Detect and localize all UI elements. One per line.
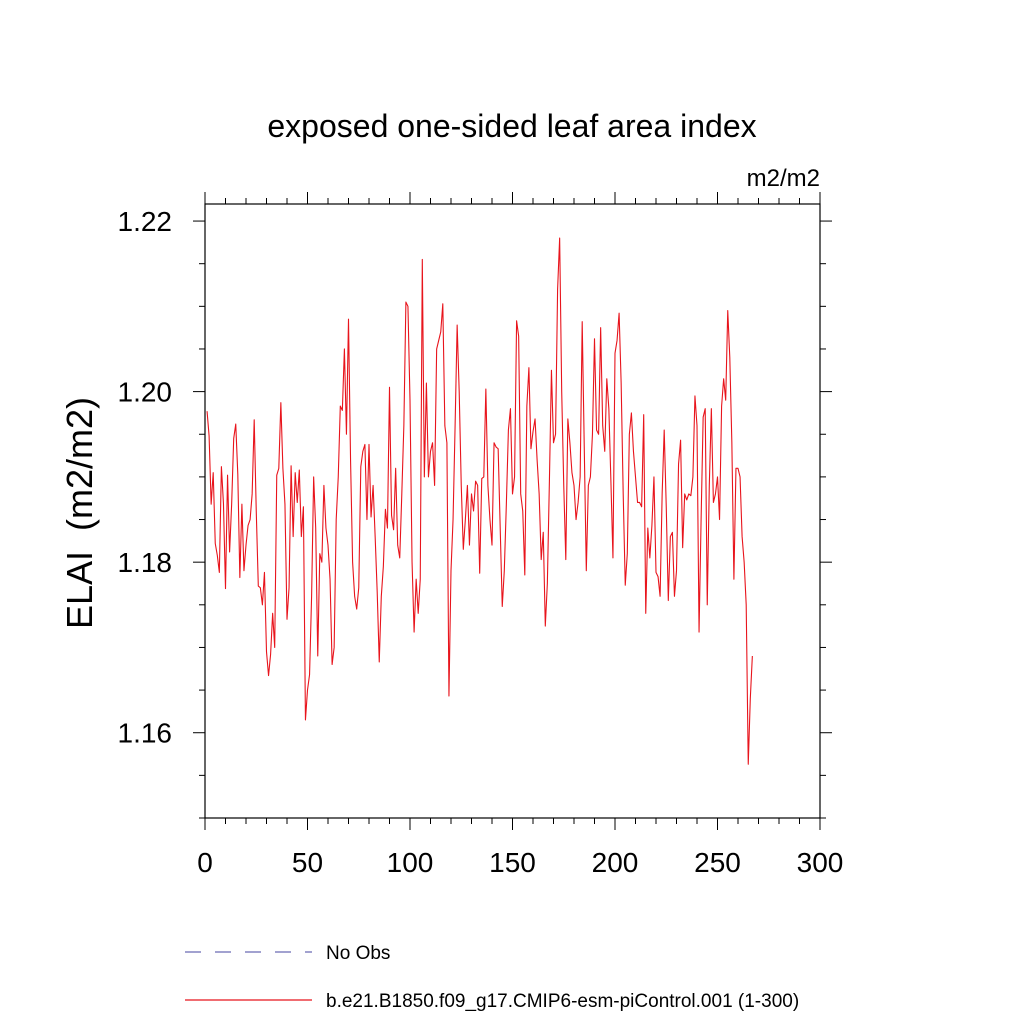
x-tick-label: 200 [592, 847, 639, 878]
x-tick-label: 300 [797, 847, 844, 878]
plot-border [204, 203, 821, 819]
y-tick-label: 1.22 [118, 206, 173, 237]
legend-label-0: No Obs [326, 943, 390, 964]
x-tick-label: 100 [387, 847, 434, 878]
legend-label-1: b.e21.B1850.f09_g17.CMIP6-esm-piControl.… [326, 991, 799, 1012]
x-axis-ticks: 0 50 100 150 200 250 300 [197, 192, 843, 878]
x-tick-label: 0 [197, 847, 213, 878]
series-line-1 [206, 237, 753, 765]
y-tick-label: 1.16 [118, 718, 173, 749]
x-tick-label: 250 [694, 847, 741, 878]
y-axis-ticks: 1.16 1.18 1.20 1.22 [118, 206, 832, 819]
plot-frame [204, 203, 821, 819]
series-layer [206, 237, 753, 765]
y-axis-label: ELAI (m2/m2) [59, 397, 100, 629]
y-tick-label: 1.18 [118, 547, 173, 578]
units-label: m2/m2 [747, 165, 820, 192]
chart-title: exposed one-sided leaf area index [267, 108, 756, 144]
legend: No Obs b.e21.B1850.f09_g17.CMIP6-esm-piCo… [185, 943, 799, 1012]
y-tick-label: 1.20 [118, 377, 173, 408]
x-tick-label: 50 [292, 847, 323, 878]
x-tick-label: 150 [489, 847, 536, 878]
